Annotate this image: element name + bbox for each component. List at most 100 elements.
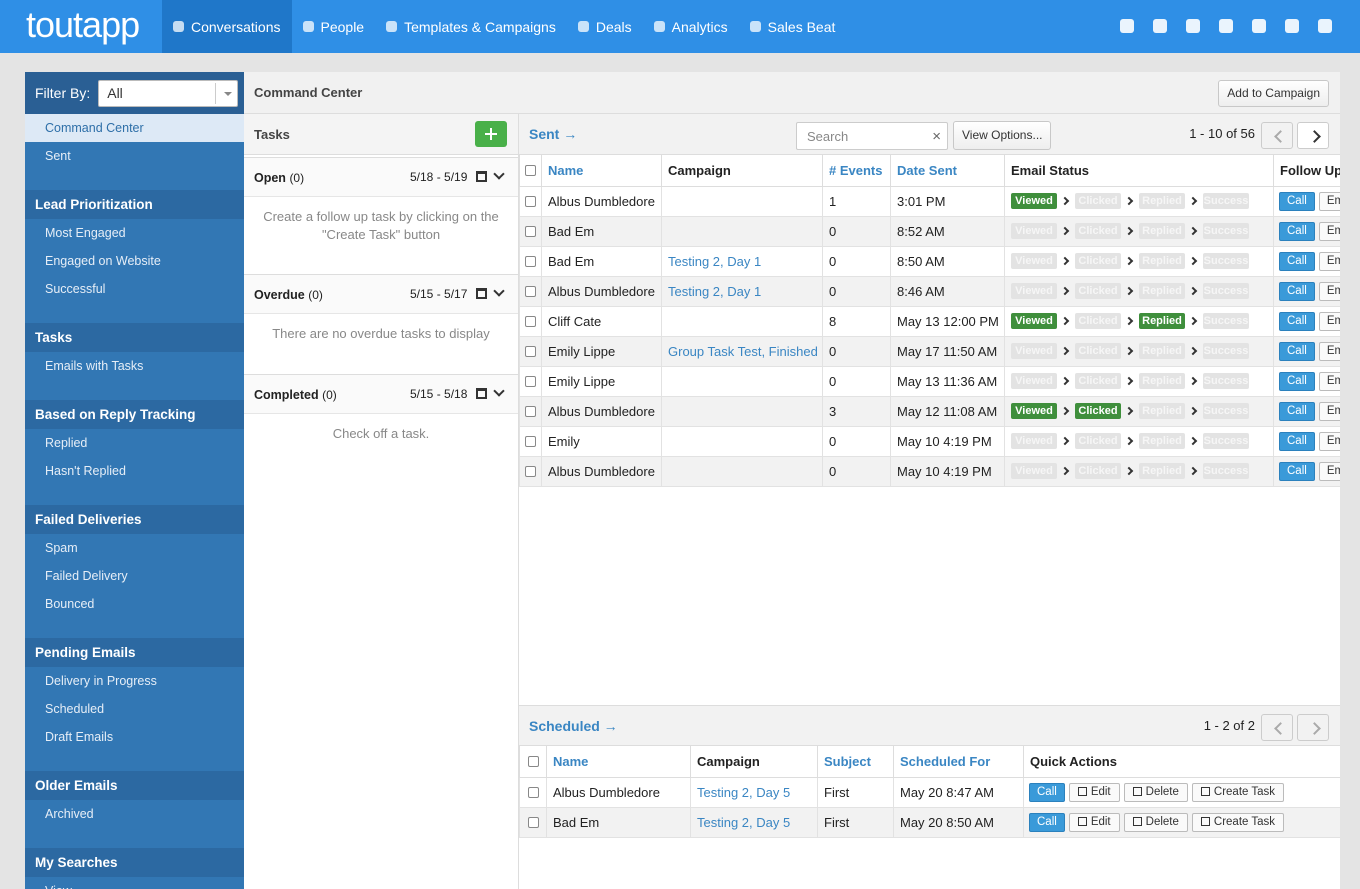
settings-icon[interactable] <box>1318 19 1332 33</box>
filter-select[interactable]: All <box>98 80 238 107</box>
column-header[interactable]: Name <box>547 746 691 777</box>
follow-up-button[interactable]: Call <box>1279 222 1315 241</box>
follow-up-button[interactable]: Call <box>1279 312 1315 331</box>
checkbox[interactable] <box>525 436 536 447</box>
follow-up-button[interactable]: Email <box>1319 372 1340 391</box>
checkbox[interactable] <box>525 406 536 417</box>
calendar-icon[interactable] <box>476 388 487 399</box>
checkbox[interactable] <box>525 286 536 297</box>
follow-up-button[interactable]: Call <box>1279 282 1315 301</box>
nav-item[interactable]: Conversations <box>162 0 292 53</box>
help-icon[interactable] <box>1285 19 1299 33</box>
expand-icon[interactable] <box>493 285 504 296</box>
sidebar-item[interactable]: Bounced <box>25 590 244 618</box>
sidebar-item[interactable]: Draft Emails <box>25 723 244 751</box>
column-header[interactable]: Scheduled For <box>894 746 1024 777</box>
column-header[interactable]: # Events <box>823 155 891 186</box>
bell-icon[interactable] <box>1186 19 1200 33</box>
action-button[interactable]: Delete <box>1124 813 1188 832</box>
follow-up-button[interactable]: Call <box>1279 252 1315 271</box>
follow-up-button[interactable]: Email <box>1319 222 1340 241</box>
view-options-button[interactable]: View Options... <box>953 121 1051 150</box>
sidebar-item[interactable]: Emails with Tasks <box>25 352 244 380</box>
checkbox[interactable] <box>525 316 536 327</box>
sidebar-item[interactable]: Delivery in Progress <box>25 667 244 695</box>
checkbox[interactable] <box>525 466 536 477</box>
follow-up-button[interactable]: Email <box>1319 402 1340 421</box>
action-button[interactable]: Delete <box>1124 783 1188 802</box>
nav-item[interactable]: Sales Beat <box>739 0 847 53</box>
action-button[interactable]: Edit <box>1069 783 1120 802</box>
follow-up-button[interactable]: Email <box>1319 432 1340 451</box>
sidebar-item[interactable]: Most Engaged <box>25 219 244 247</box>
checkbox[interactable] <box>528 817 539 828</box>
search-input[interactable]: Search <box>796 122 948 150</box>
expand-icon[interactable] <box>493 385 504 396</box>
column-header[interactable]: Name <box>542 155 662 186</box>
phone-icon[interactable] <box>1153 19 1167 33</box>
calendar-icon[interactable] <box>476 171 487 182</box>
sidebar-item[interactable]: Spam <box>25 534 244 562</box>
checkbox[interactable] <box>525 346 536 357</box>
action-button[interactable]: Edit <box>1069 813 1120 832</box>
follow-up-button[interactable]: Call <box>1279 432 1315 451</box>
checkbox[interactable] <box>525 226 536 237</box>
sidebar-item[interactable]: Archived <box>25 800 244 828</box>
checkbox[interactable] <box>525 196 536 207</box>
campaign-link[interactable]: Testing 2, Day 5 <box>697 785 790 800</box>
next-page[interactable] <box>1297 714 1329 741</box>
action-button[interactable]: Create Task <box>1192 813 1284 832</box>
campaign-link[interactable]: Testing 2, Day 5 <box>697 815 790 830</box>
sidebar-item[interactable]: Hasn't Replied <box>25 457 244 485</box>
column-header[interactable]: Date Sent <box>891 155 1005 186</box>
prev-page[interactable] <box>1261 122 1293 149</box>
expand-icon[interactable] <box>493 168 504 179</box>
checkbox[interactable] <box>525 256 536 267</box>
action-button[interactable]: Call <box>1029 813 1065 832</box>
follow-up-button[interactable]: Call <box>1279 342 1315 361</box>
sidebar-item[interactable]: Engaged on Website <box>25 247 244 275</box>
action-button[interactable]: Create Task <box>1192 783 1284 802</box>
sidebar-item[interactable]: View <box>25 877 244 889</box>
logo[interactable]: toutapp <box>26 4 139 46</box>
checkbox[interactable] <box>525 165 536 176</box>
follow-up-button[interactable]: Email <box>1319 192 1340 211</box>
prev-page[interactable] <box>1261 714 1293 741</box>
checkbox[interactable] <box>528 756 539 767</box>
add-to-campaign-button[interactable]: Add to Campaign <box>1218 80 1329 107</box>
next-page[interactable] <box>1297 122 1329 149</box>
nav-item[interactable]: Templates & Campaigns <box>375 0 567 53</box>
sidebar-item[interactable]: Command Center <box>25 114 244 142</box>
sidebar-item[interactable]: Replied <box>25 429 244 457</box>
nav-item[interactable]: Analytics <box>643 0 739 53</box>
nav-item[interactable]: People <box>292 0 376 53</box>
sidebar-item[interactable]: Failed Delivery <box>25 562 244 590</box>
campaign-link[interactable]: Testing 2, Day 1 <box>668 254 761 269</box>
campaign-link[interactable]: Group Task Test, Finished <box>668 344 818 359</box>
follow-up-button[interactable]: Call <box>1279 192 1315 211</box>
mail-icon[interactable] <box>1120 19 1134 33</box>
nav-item[interactable]: Deals <box>567 0 643 53</box>
follow-up-button[interactable]: Email <box>1319 312 1340 331</box>
stats-icon[interactable] <box>1219 19 1233 33</box>
sidebar-item[interactable]: Successful <box>25 275 244 303</box>
follow-up-button[interactable]: Email <box>1319 462 1340 481</box>
calendar-icon[interactable] <box>476 288 487 299</box>
checkbox[interactable] <box>528 787 539 798</box>
checkbox[interactable] <box>525 376 536 387</box>
campaign-link[interactable]: Testing 2, Day 1 <box>668 284 761 299</box>
add-task-button[interactable] <box>475 121 507 147</box>
follow-up-button[interactable]: Call <box>1279 372 1315 391</box>
sidebar-item[interactable]: Scheduled <box>25 695 244 723</box>
column-header[interactable]: Subject <box>818 746 894 777</box>
follow-up-button[interactable]: Email <box>1319 282 1340 301</box>
scheduled-title[interactable]: Scheduled → <box>529 718 618 734</box>
follow-up-button[interactable]: Call <box>1279 402 1315 421</box>
action-button[interactable]: Call <box>1029 783 1065 802</box>
follow-up-button[interactable]: Call <box>1279 462 1315 481</box>
trophy-icon[interactable] <box>1252 19 1266 33</box>
sidebar-item[interactable]: Sent <box>25 142 244 170</box>
sent-title[interactable]: Sent → <box>529 126 577 142</box>
follow-up-button[interactable]: Email <box>1319 252 1340 271</box>
follow-up-button[interactable]: Email <box>1319 342 1340 361</box>
